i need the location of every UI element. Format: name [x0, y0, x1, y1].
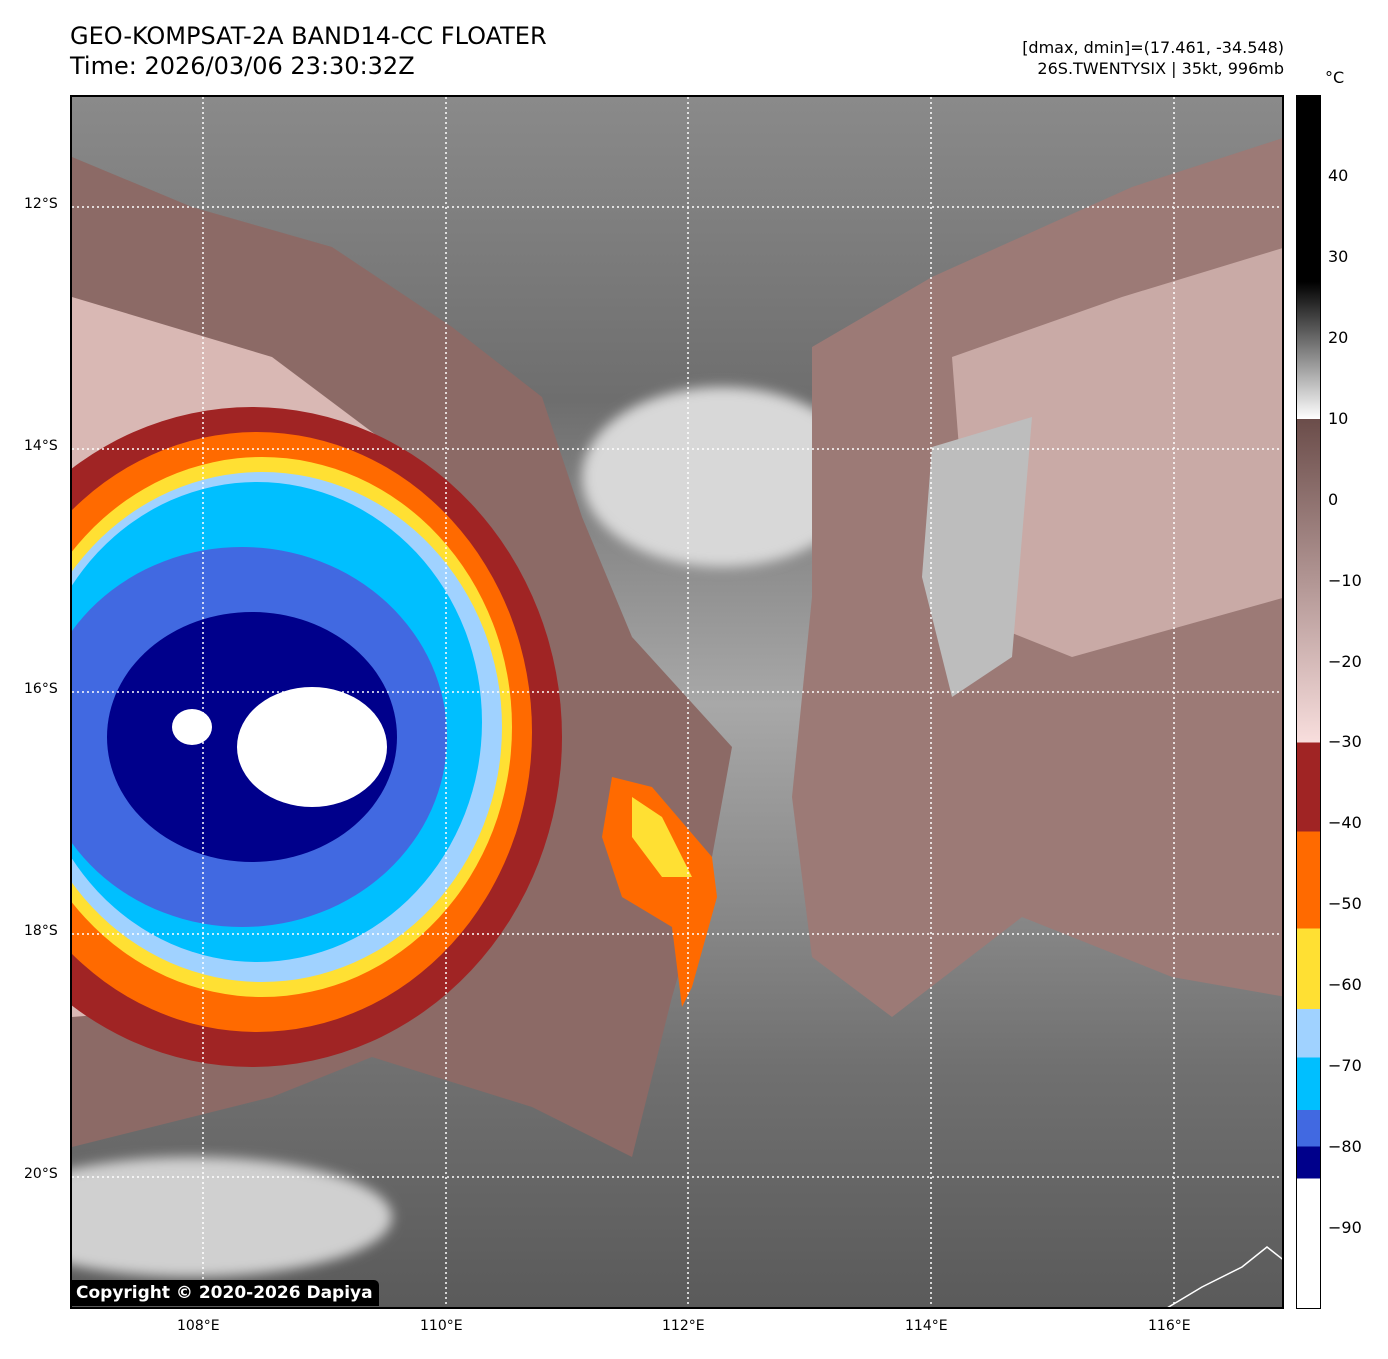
low-cloud — [72, 1157, 392, 1277]
lon-label: 112°E — [662, 1318, 705, 1334]
data-range: [dmax, dmin]=(17.461, -34.548) — [1022, 38, 1284, 57]
colorbar-tick-label: 0 — [1328, 489, 1339, 509]
convective-core — [632, 797, 692, 877]
lon-label: 108°E — [177, 1318, 220, 1334]
coastline — [1167, 1246, 1282, 1307]
figure-time: Time: 2026/03/06 23:30:32Z — [70, 52, 415, 80]
figure-title: GEO-KOMPSAT-2A BAND14-CC FLOATER — [70, 22, 547, 50]
satellite-image — [70, 95, 1284, 1309]
lat-label: 14°S — [24, 438, 58, 454]
lon-label: 116°E — [1148, 1318, 1191, 1334]
graticule — [72, 97, 1282, 1307]
colorbar-tick-label: −30 — [1328, 732, 1362, 752]
colorbar-tick-label: 30 — [1328, 246, 1349, 266]
lon-label: 114°E — [905, 1318, 948, 1334]
lat-label: 20°S — [24, 1166, 58, 1182]
colorbar-tick-label: −70 — [1328, 1056, 1362, 1076]
lon-label: 110°E — [420, 1318, 463, 1334]
colorbar-tick-label: −50 — [1328, 894, 1362, 914]
colorbar-tick-label: −20 — [1328, 651, 1362, 671]
storm-info: 26S.TWENTYSIX | 35kt, 996mb — [1037, 59, 1284, 78]
ir-imagery — [72, 97, 1282, 1307]
colorbar-tick-label: 10 — [1328, 408, 1349, 428]
colorbar-tick-label: −90 — [1328, 1218, 1362, 1238]
colorbar-tick-label: 40 — [1328, 165, 1349, 185]
convective-cell — [602, 777, 717, 1007]
lat-label: 12°S — [24, 196, 58, 212]
copyright-label: Copyright © 2020-2026 Dapiya — [70, 1280, 379, 1306]
colorbar-tick-label: −80 — [1328, 1137, 1362, 1157]
lat-label: 16°S — [24, 681, 58, 697]
colorbar-tick-label: −10 — [1328, 570, 1362, 590]
storm-system — [72, 407, 562, 1067]
lat-label: 18°S — [24, 923, 58, 939]
colorbar-tick-label: −40 — [1328, 813, 1362, 833]
low-cloud — [922, 417, 1032, 697]
low-cloud — [582, 387, 862, 567]
colorbar-tick-label: −60 — [1328, 975, 1362, 995]
colorbar-tick-label: 20 — [1328, 327, 1349, 347]
colorbar — [1296, 95, 1321, 1309]
colorbar-unit: °C — [1325, 68, 1345, 87]
cloud-shield-east-cold — [952, 248, 1282, 657]
